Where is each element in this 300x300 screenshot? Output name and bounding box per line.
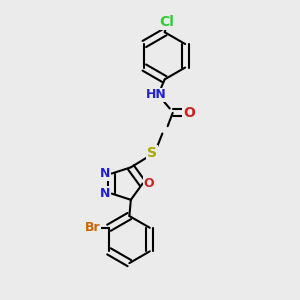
Text: O: O xyxy=(143,177,154,190)
Text: Cl: Cl xyxy=(159,15,174,29)
Text: N: N xyxy=(100,167,110,180)
Text: O: O xyxy=(183,106,195,120)
Text: HN: HN xyxy=(146,88,167,101)
Text: Br: Br xyxy=(85,221,100,234)
Text: S: S xyxy=(147,146,157,160)
Text: N: N xyxy=(100,187,110,200)
